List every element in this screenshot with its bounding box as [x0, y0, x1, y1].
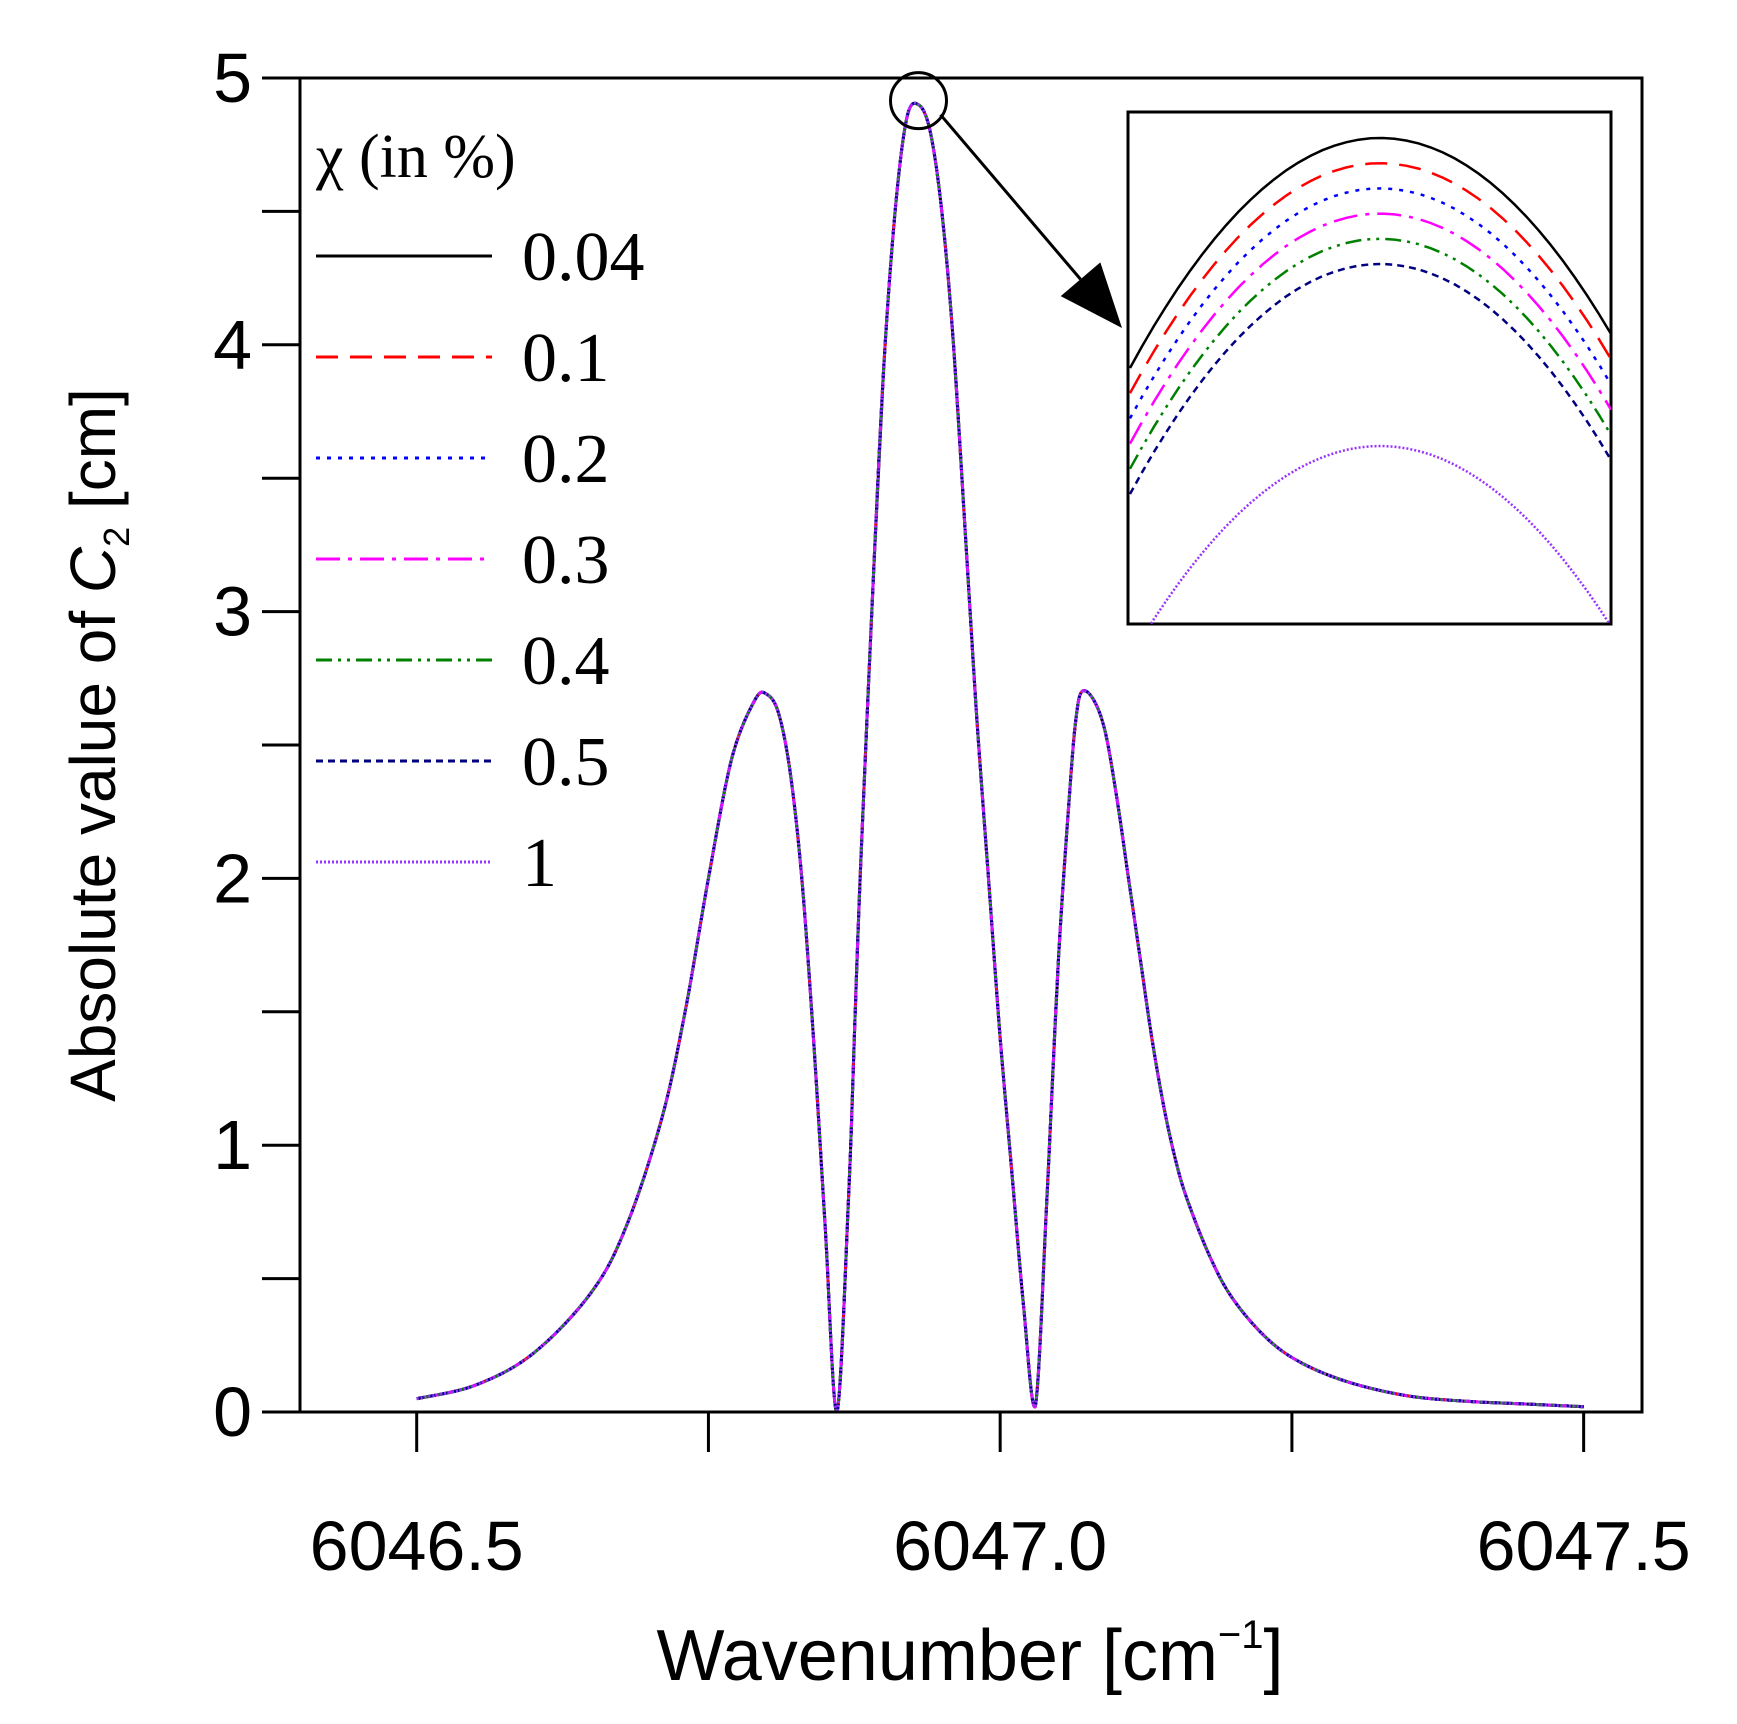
zoom-arrow — [939, 113, 1082, 281]
inset-line-0.3 — [1128, 212, 1611, 445]
x-axis-label: Wavenumber [cm−1] — [656, 1613, 1283, 1696]
inset-line-0.5 — [1128, 262, 1611, 495]
inset-frame — [1126, 110, 1613, 626]
y-tick-label: 1 — [213, 1106, 252, 1184]
legend-label-0.3: 0.3 — [522, 522, 610, 599]
axes-ticks — [262, 76, 1586, 1452]
y-tick-label: 3 — [213, 573, 252, 651]
x-tick-label: 6047.5 — [1477, 1507, 1691, 1585]
inset-line-0.4 — [1128, 237, 1611, 470]
legend-label-0.04: 0.04 — [522, 219, 645, 296]
y-tick-label: 4 — [213, 306, 252, 384]
y-axis-label: Absolute value of C2 [cm] — [57, 388, 137, 1102]
zoom-arrow-head — [1060, 262, 1122, 328]
y-tick-label: 5 — [213, 39, 252, 117]
legend: 0.04 0.1 0.2 0.3 0.4 0.5 1 — [316, 219, 645, 902]
tick-labels: 6046.5 6047.0 6047.5 0 1 2 3 4 5 — [213, 39, 1691, 1585]
legend-label-0.5: 0.5 — [522, 724, 610, 801]
legend-label-1: 1 — [522, 825, 557, 902]
legend-label-0.1: 0.1 — [522, 320, 610, 397]
inset-zoom — [1128, 136, 1611, 624]
legend-label-0.2: 0.2 — [522, 421, 610, 498]
y-tick-label: 0 — [213, 1373, 252, 1451]
inset-line-0.1 — [1128, 161, 1611, 394]
series-line-1 — [416, 101, 1584, 1414]
legend-title: χ (in %) — [315, 123, 516, 191]
x-tick-label: 6046.5 — [310, 1507, 524, 1585]
inset-line-0.04 — [1128, 136, 1611, 369]
x-tick-label: 6047.0 — [893, 1507, 1107, 1585]
y-tick-label: 2 — [213, 839, 252, 917]
data-curves — [416, 101, 1584, 1414]
legend-label-0.4: 0.4 — [522, 623, 610, 700]
peak-marker-circle — [888, 71, 948, 131]
plot-frame — [298, 76, 1644, 1414]
